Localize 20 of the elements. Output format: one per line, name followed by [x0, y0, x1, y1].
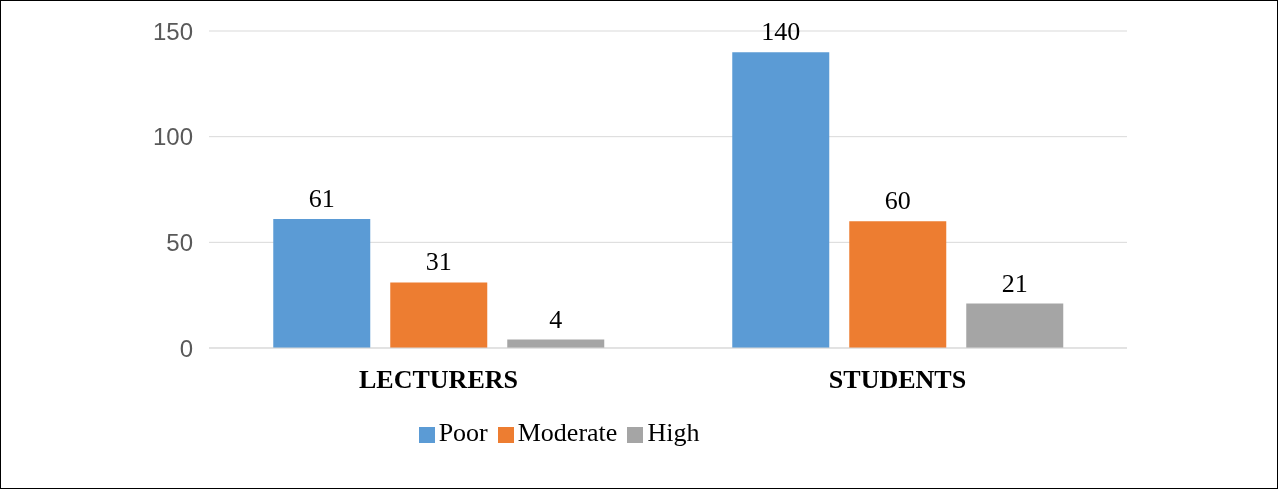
data-label: 4 — [549, 304, 563, 334]
y-tick-label: 0 — [179, 334, 193, 362]
bar — [390, 282, 488, 348]
y-tick-label: 150 — [152, 17, 193, 45]
data-label: 140 — [761, 17, 801, 47]
bar — [849, 221, 947, 348]
legend-label: Poor — [438, 418, 488, 447]
y-tick-label: 50 — [166, 228, 193, 256]
legend-label: Moderate — [517, 418, 618, 447]
x-tick-label: LECTURERS — [359, 365, 518, 395]
y-tick-label: 100 — [152, 123, 193, 151]
bar — [732, 52, 830, 348]
bar — [273, 219, 371, 348]
data-label: 31 — [425, 247, 452, 277]
bar — [966, 303, 1064, 348]
legend-label: High — [647, 418, 700, 447]
data-label: 61 — [308, 184, 335, 214]
data-label: 21 — [1001, 268, 1028, 298]
data-label: 60 — [884, 186, 911, 216]
x-tick-label: STUDENTS — [828, 365, 967, 395]
